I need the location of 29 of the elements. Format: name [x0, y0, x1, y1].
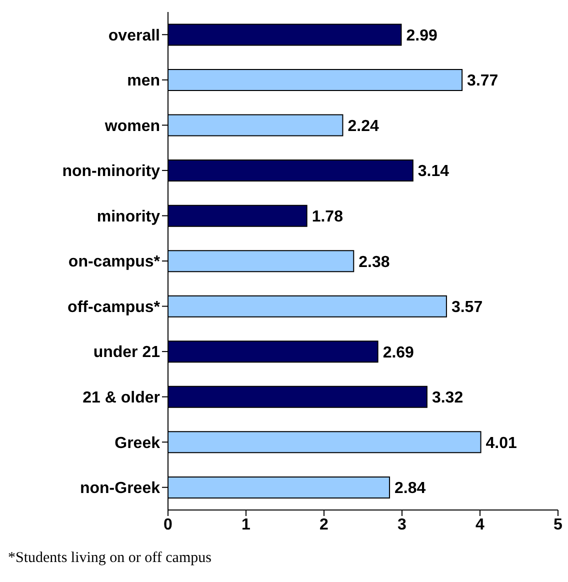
data-label: 3.77 — [467, 72, 498, 90]
x-tick-label: 3 — [398, 516, 407, 534]
y-tick-label: women — [104, 118, 160, 135]
y-tick-label: non-Greek — [80, 480, 160, 498]
data-label: 3.57 — [451, 299, 483, 316]
data-label: 2.69 — [382, 344, 414, 362]
y-tick-label: overall — [108, 27, 160, 44]
y-tick-label: on-campus* — [68, 254, 161, 271]
x-tick-label: 5 — [554, 516, 563, 534]
data-label: 1.78 — [312, 208, 344, 226]
data-label: 3.32 — [432, 390, 464, 407]
data-label: 3.14 — [418, 163, 450, 180]
y-tick-label: men — [127, 72, 160, 90]
data-label: 2.99 — [406, 27, 438, 44]
y-tick-label: 21 & older — [82, 390, 160, 406]
data-label: 2.24 — [348, 118, 379, 135]
x-tick-label: 2 — [320, 516, 329, 534]
text: *Students living on or off campus — [8, 550, 212, 567]
y-tick-label: under 21 — [93, 344, 160, 362]
data-label: 2.84 — [394, 480, 426, 498]
y-tick-label: Greek — [114, 434, 160, 452]
x-tick-label: 0 — [164, 516, 173, 534]
data-label: 4.01 — [486, 434, 518, 452]
data-label: 2.38 — [358, 254, 390, 271]
x-tick-label: 4 — [476, 516, 485, 534]
y-tick-label: off-campus* — [68, 298, 161, 316]
y-tick-label: minority — [96, 208, 160, 226]
y-tick-label: non-minority — [62, 163, 160, 180]
x-tick-label: 1 — [242, 516, 251, 534]
